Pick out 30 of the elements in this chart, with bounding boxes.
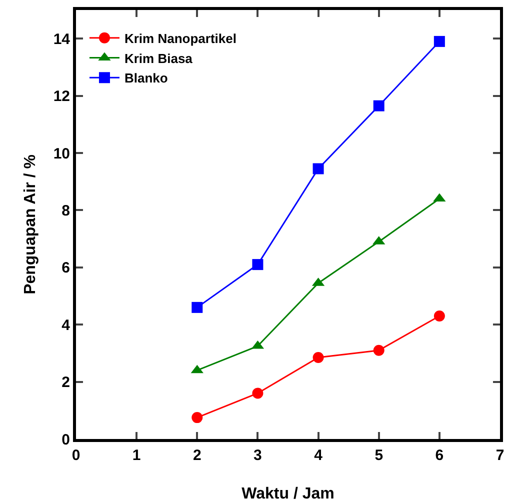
y-tick-label: 0: [62, 431, 70, 448]
y-axis-title: Penguapan Air / %: [22, 154, 40, 294]
y-tick-label: 4: [62, 316, 71, 334]
legend-label: Krim Nanopartikel: [124, 30, 236, 46]
point: [192, 302, 203, 313]
point: [252, 259, 264, 270]
x-tick-label: 6: [435, 447, 444, 464]
y-tick-label: 12: [53, 88, 70, 106]
point: [312, 352, 324, 363]
point: [434, 310, 445, 322]
y-tick-label: 8: [62, 202, 70, 220]
point: [192, 412, 203, 424]
point: [373, 344, 384, 356]
y-tick-label: 10: [53, 145, 70, 162]
x-tick-label: 3: [254, 447, 262, 464]
x-tick-label: 2: [192, 447, 202, 464]
point: [434, 36, 445, 47]
x-tick-label: 1: [132, 447, 141, 464]
legend-label: Krim Biasa: [124, 50, 194, 66]
point: [252, 388, 264, 399]
y-tick-label: 6: [62, 260, 70, 277]
x-tick-label: 4: [314, 447, 324, 464]
x-tick-label: 5: [374, 447, 384, 464]
y-tick-label: 2: [62, 374, 70, 392]
x-tick-label: 7: [496, 447, 504, 464]
point: [373, 100, 384, 112]
x-axis-title: Waktu / Jam: [242, 486, 334, 503]
point: [312, 163, 324, 174]
y-tick-label: 14: [53, 30, 71, 48]
legend-label: Blanko: [124, 70, 168, 86]
